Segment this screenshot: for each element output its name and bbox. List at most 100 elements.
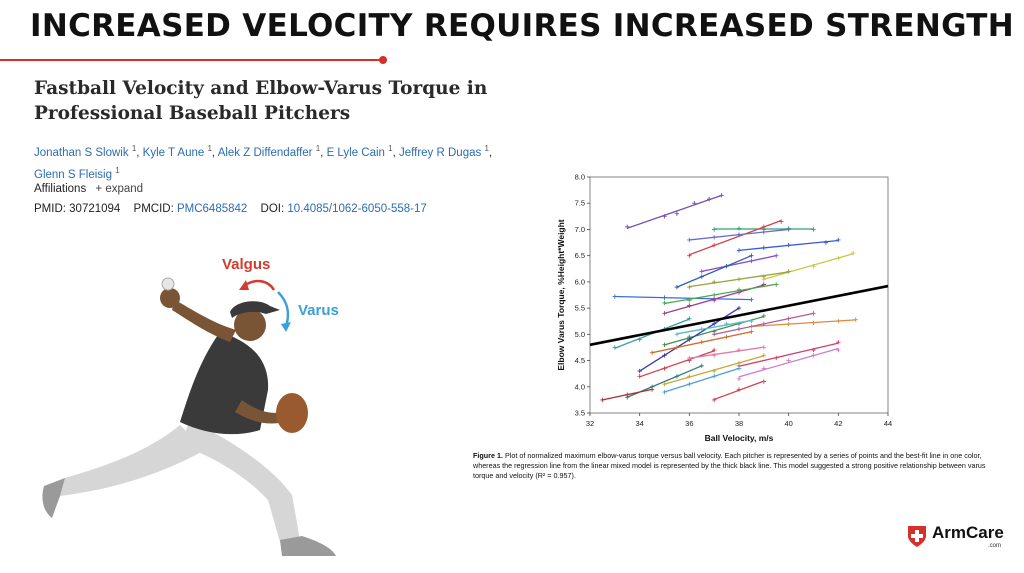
data-point [736, 226, 742, 231]
series-fit-line [763, 253, 854, 280]
data-point [836, 319, 841, 324]
x-tick-label: 40 [784, 419, 792, 428]
x-tick-label: 38 [735, 419, 743, 428]
pitcher-hand [160, 288, 180, 308]
affiliations-label: Affiliations [34, 183, 87, 195]
headline-rule-dot [379, 56, 387, 64]
data-point [724, 334, 729, 340]
author-list: Jonathan S Slowik 1, Kyle T Aune 1, Alek… [34, 144, 493, 181]
valgus-arrowhead [239, 280, 249, 290]
author-link[interactable]: E Lyle Cain [326, 146, 385, 159]
data-point [786, 242, 791, 248]
author-link[interactable]: Alek Z Diffendaffer [217, 146, 313, 159]
series-fit-line [639, 350, 715, 378]
data-point [711, 227, 717, 232]
data-point [823, 240, 829, 245]
data-point [612, 345, 618, 350]
data-point [600, 397, 605, 403]
data-point [699, 363, 704, 368]
series-fit-line [627, 194, 722, 229]
data-point [699, 269, 704, 274]
data-point [761, 379, 767, 384]
baseball [161, 277, 175, 291]
figure-caption-text: Plot of normalized maximum elbow-varus t… [473, 451, 986, 480]
data-point [711, 242, 717, 248]
data-point [736, 366, 742, 371]
pitcher-back-leg [60, 425, 205, 496]
author-link[interactable]: Jeffrey R Dugas [399, 146, 482, 159]
author-affiliation-mark[interactable]: 1 [484, 144, 489, 153]
data-point [811, 263, 816, 269]
author-affiliation-mark[interactable]: 1 [207, 144, 212, 153]
data-point [687, 316, 692, 321]
data-point [711, 397, 717, 403]
author-affiliation-mark[interactable]: 1 [131, 144, 137, 153]
data-point [761, 224, 767, 230]
y-axis-label: Elbow Varus Torque, %Height*Weight [556, 219, 566, 370]
data-point [811, 227, 816, 232]
data-point [786, 269, 791, 274]
author-link[interactable]: Glenn S Fleisig [34, 168, 112, 181]
logo-wordmark: ArmCare [932, 523, 1004, 542]
data-point [711, 347, 717, 353]
pitcher-illustration [42, 277, 336, 556]
data-point [687, 284, 692, 290]
data-point [687, 355, 692, 361]
doi-link[interactable]: 10.4085/1062-6050-558-17 [287, 203, 427, 215]
data-point [662, 311, 667, 316]
series-fit-line [676, 255, 752, 288]
x-tick-label: 36 [685, 419, 693, 428]
data-point [811, 347, 816, 353]
data-point [774, 355, 779, 361]
data-point [711, 298, 717, 303]
velocity-torque-chart: 32 34 36 38 40 42 44 3.5 4.0 4.5 5.0 5.5 6.0 6.5 7.0 7.… [556, 173, 892, 444]
data-point [687, 303, 692, 308]
y-tick-label: 4.5 [575, 356, 585, 365]
data-point [761, 321, 767, 327]
doi-label: DOI: [260, 203, 285, 215]
data-point [786, 358, 791, 363]
data-point [774, 253, 779, 258]
varus-arrow [277, 291, 290, 327]
data-point [811, 311, 816, 316]
data-point [687, 381, 692, 387]
pmcid-link[interactable]: PMC6485842 [176, 203, 248, 215]
data-point [761, 245, 767, 250]
data-point [736, 376, 742, 382]
y-tick-label: 7.0 [575, 225, 585, 234]
data-point [736, 305, 742, 311]
x-tick-label: 32 [586, 419, 594, 428]
y-tick-label: 6.0 [575, 277, 585, 286]
identifier-row: PMID: 30721094 PMCID: PMC6485842 DOI: 10… [34, 203, 427, 215]
data-point [699, 340, 704, 345]
data-point [774, 282, 779, 287]
data-point [711, 292, 717, 298]
series-fit-line [738, 342, 839, 367]
valgus-label: Valgus [222, 256, 271, 273]
data-point [662, 295, 667, 300]
data-point [761, 345, 767, 350]
data-point [612, 294, 618, 299]
data-point [711, 353, 717, 358]
data-point [662, 342, 667, 348]
author-link[interactable]: Kyle T Aune [142, 146, 205, 159]
data-point [761, 366, 767, 371]
data-point [649, 387, 655, 392]
data-point [724, 263, 729, 269]
author-affiliation-mark[interactable]: 1 [388, 144, 393, 153]
author-link[interactable]: Jonathan S Slowik [34, 146, 129, 159]
expand-affiliations-toggle[interactable]: + expand [95, 183, 144, 195]
x-tick-label: 44 [884, 419, 892, 428]
x-tick-label: 34 [635, 419, 643, 428]
data-point [749, 258, 754, 264]
data-point [736, 287, 742, 292]
data-point [625, 224, 630, 230]
author-affiliation-mark[interactable]: 1 [315, 144, 321, 153]
author-affiliation-mark[interactable]: 1 [115, 165, 120, 175]
data-point [836, 237, 841, 243]
data-point [811, 320, 816, 325]
data-point [786, 316, 791, 321]
data-point [637, 337, 642, 342]
pitcher-front-shoe [280, 536, 336, 556]
figure-caption-lead: Figure 1. [473, 451, 503, 460]
